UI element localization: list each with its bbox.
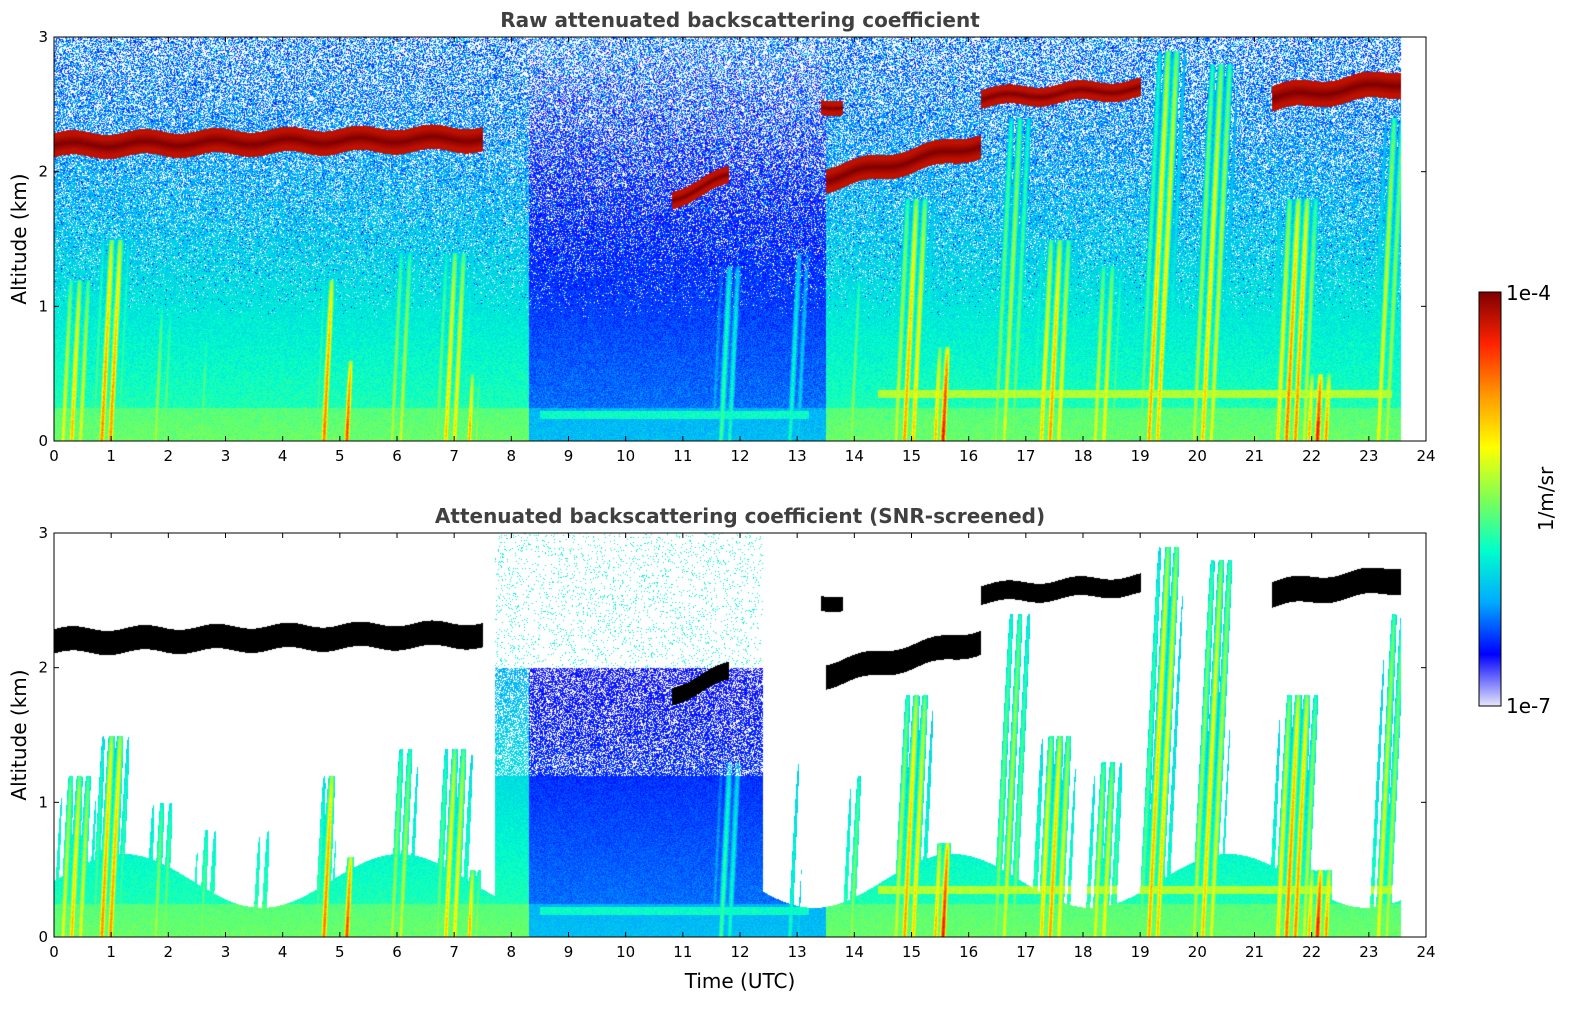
x-tick-label: 12 [730, 943, 749, 961]
y-tick-label: 0 [38, 432, 48, 450]
panel-raw-y-axis-label: Altitude (km) [7, 173, 31, 304]
panel-raw-title: Raw attenuated backscattering coefficien… [500, 8, 980, 32]
x-tick-label: 14 [845, 447, 864, 465]
y-tick-label: 2 [38, 659, 48, 677]
x-tick-label: 21 [1245, 943, 1264, 961]
x-tick-label: 4 [278, 943, 288, 961]
x-tick-label: 24 [1416, 447, 1435, 465]
x-tick-label: 3 [221, 447, 231, 465]
x-tick-label: 22 [1302, 447, 1321, 465]
x-tick-label: 15 [902, 447, 921, 465]
x-tick-label: 18 [1073, 943, 1092, 961]
x-tick-label: 5 [335, 943, 345, 961]
panel-screened: Attenuated backscattering coefficient (S… [7, 504, 1436, 993]
x-tick-label: 19 [1131, 943, 1150, 961]
y-tick-label: 2 [38, 163, 48, 181]
x-tick-label: 15 [902, 943, 921, 961]
panel-raw-y-ticks: 0 1 2 3 [38, 28, 1426, 450]
x-axis-label: Time (UTC) [684, 969, 796, 993]
x-tick-label: 4 [278, 447, 288, 465]
x-tick-label: 9 [564, 943, 574, 961]
y-tick-label: 0 [38, 928, 48, 946]
panel-screened-y-ticks: 0 1 2 3 [38, 524, 1426, 946]
x-tick-label: 3 [221, 943, 231, 961]
panel-raw-x-ticks: 0 1 2 3 4 5 6 7 8 9 10 11 12 13 14 15 16 17 18 19 20 21 22 23 24 [49, 37, 1436, 465]
x-tick-label: 6 [392, 447, 402, 465]
y-tick-label: 1 [38, 297, 48, 315]
x-tick-label: 18 [1073, 447, 1092, 465]
x-tick-label: 10 [616, 943, 635, 961]
y-tick-label: 3 [38, 524, 48, 542]
panel-screened-y-axis-label: Altitude (km) [7, 669, 31, 800]
x-tick-label: 2 [164, 943, 174, 961]
x-tick-label: 8 [507, 447, 517, 465]
x-tick-label: 7 [449, 447, 459, 465]
colorbar-ramp [1479, 292, 1501, 706]
x-tick-label: 23 [1359, 943, 1378, 961]
panel-raw: Raw attenuated backscattering coefficien… [7, 8, 1436, 465]
x-tick-label: 13 [788, 447, 807, 465]
colorbar-unit-label: 1/m/sr [1534, 466, 1558, 531]
colorbar: 1e-4 1e-7 1/m/sr [1478, 281, 1558, 718]
x-tick-label: 0 [49, 943, 59, 961]
x-tick-label: 2 [164, 447, 174, 465]
x-tick-label: 20 [1188, 943, 1207, 961]
x-tick-label: 24 [1416, 943, 1435, 961]
panel-screened-title: Attenuated backscattering coefficient (S… [435, 504, 1045, 528]
x-tick-label: 9 [564, 447, 574, 465]
x-tick-label: 12 [730, 447, 749, 465]
x-tick-label: 6 [392, 943, 402, 961]
x-tick-label: 11 [673, 943, 692, 961]
colorbar-max-label: 1e-4 [1506, 281, 1551, 305]
x-tick-label: 20 [1188, 447, 1207, 465]
panel-screened-plot-area [54, 533, 1426, 937]
x-tick-label: 5 [335, 447, 345, 465]
x-tick-label: 21 [1245, 447, 1264, 465]
colorbar-frame [1478, 291, 1502, 707]
x-tick-label: 8 [507, 943, 517, 961]
x-tick-label: 0 [49, 447, 59, 465]
x-tick-label: 11 [673, 447, 692, 465]
x-tick-label: 17 [1016, 943, 1035, 961]
x-tick-label: 13 [788, 943, 807, 961]
x-tick-label: 1 [106, 447, 116, 465]
y-tick-label: 3 [38, 28, 48, 46]
x-tick-label: 16 [959, 447, 978, 465]
x-tick-label: 17 [1016, 447, 1035, 465]
panel-screened-x-ticks: 0 1 2 3 4 5 6 7 8 9 10 11 12 13 14 15 16 17 18 19 20 21 22 23 24 [49, 533, 1436, 961]
colorbar-min-label: 1e-7 [1506, 694, 1551, 718]
y-tick-label: 1 [38, 793, 48, 811]
x-tick-label: 23 [1359, 447, 1378, 465]
x-tick-label: 7 [449, 943, 459, 961]
x-tick-label: 16 [959, 943, 978, 961]
x-tick-label: 19 [1131, 447, 1150, 465]
x-tick-label: 22 [1302, 943, 1321, 961]
x-tick-label: 14 [845, 943, 864, 961]
x-tick-label: 10 [616, 447, 635, 465]
panel-raw-plot-area [54, 37, 1426, 441]
x-tick-label: 1 [106, 943, 116, 961]
